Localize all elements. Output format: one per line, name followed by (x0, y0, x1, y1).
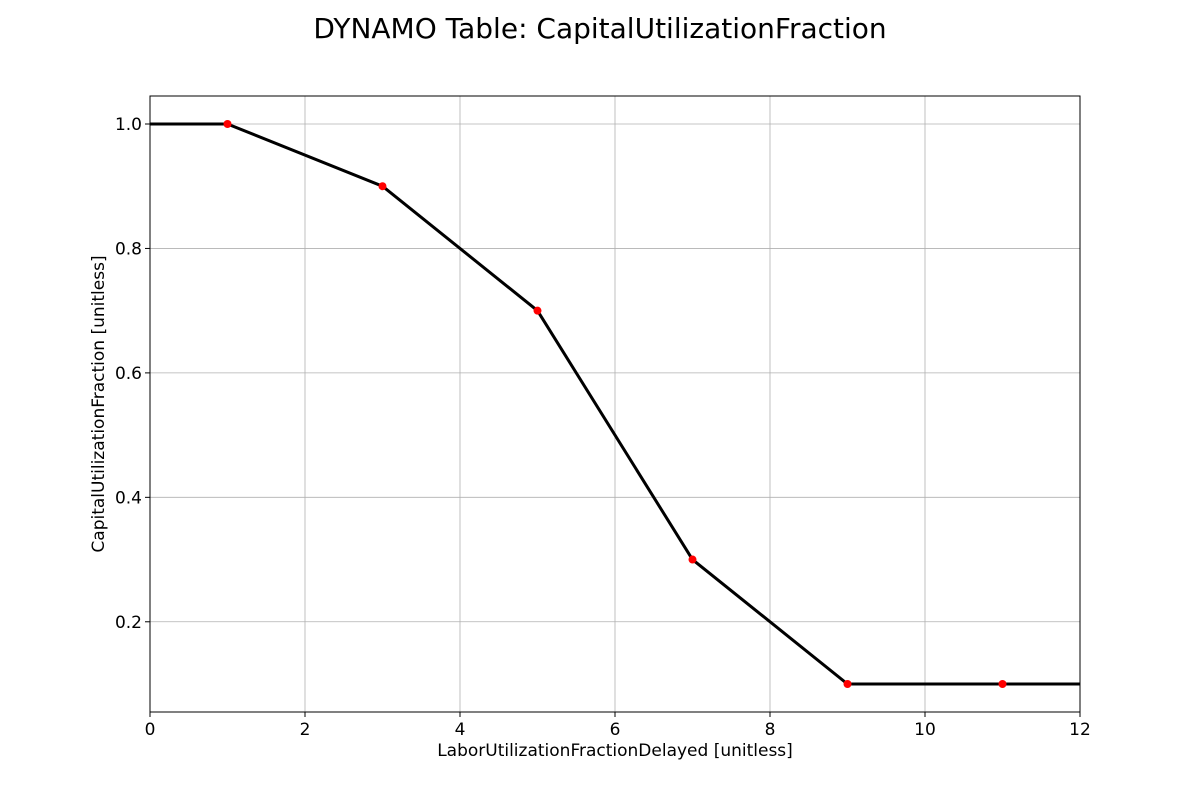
data-point (998, 680, 1007, 688)
axis-ticks: 0 2 4 6 8 10 12 0.2 0.4 0.6 0.8 1.0 (115, 115, 1091, 740)
y-tick-label: 0.4 (115, 488, 142, 508)
data-point (688, 555, 697, 564)
data-point (378, 182, 387, 191)
grid-lines (149, 96, 1081, 712)
data-point-markers (223, 120, 1007, 688)
x-tick-label: 4 (455, 720, 466, 740)
chart-title: DYNAMO Table: CapitalUtilizationFraction (313, 12, 886, 45)
data-point (223, 120, 232, 128)
x-tick-label: 8 (765, 720, 776, 740)
x-tick-label: 6 (610, 720, 621, 740)
y-tick-label: 1.0 (115, 115, 142, 135)
x-axis-label: LaborUtilizationFractionDelayed [unitles… (437, 741, 793, 761)
series-line (150, 122, 1080, 686)
y-tick-label: 0.6 (115, 364, 142, 384)
y-tick-label: 0.8 (115, 239, 142, 259)
x-tick-label: 10 (914, 720, 936, 740)
y-axis-label: CapitalUtilizationFraction [unitless] (89, 255, 109, 552)
x-tick-label: 0 (145, 720, 156, 740)
x-tick-label: 12 (1069, 720, 1091, 740)
series-line-layer (150, 122, 1080, 686)
y-tick-label: 0.2 (115, 613, 142, 633)
data-point (533, 306, 542, 315)
x-tick-label: 2 (300, 720, 311, 740)
data-point (843, 680, 852, 688)
